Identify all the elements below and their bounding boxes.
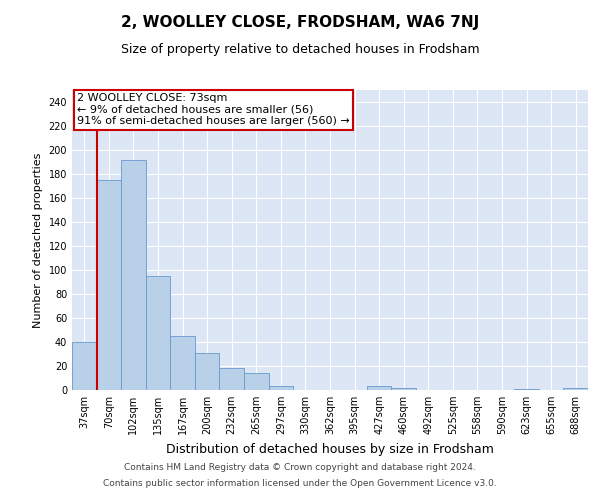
Text: Size of property relative to detached houses in Frodsham: Size of property relative to detached ho… bbox=[121, 42, 479, 56]
Bar bbox=[563, 388, 588, 390]
Bar bbox=[170, 336, 195, 390]
Bar bbox=[244, 373, 269, 390]
Text: 2, WOOLLEY CLOSE, FRODSHAM, WA6 7NJ: 2, WOOLLEY CLOSE, FRODSHAM, WA6 7NJ bbox=[121, 15, 479, 30]
Bar bbox=[514, 389, 539, 390]
Bar bbox=[220, 368, 244, 390]
Bar bbox=[97, 180, 121, 390]
Bar bbox=[367, 386, 391, 390]
Bar bbox=[269, 386, 293, 390]
Y-axis label: Number of detached properties: Number of detached properties bbox=[33, 152, 43, 328]
Bar bbox=[146, 276, 170, 390]
Bar bbox=[121, 160, 146, 390]
Bar bbox=[195, 353, 220, 390]
Text: Contains HM Land Registry data © Crown copyright and database right 2024.: Contains HM Land Registry data © Crown c… bbox=[124, 464, 476, 472]
Text: 2 WOOLLEY CLOSE: 73sqm
← 9% of detached houses are smaller (56)
91% of semi-deta: 2 WOOLLEY CLOSE: 73sqm ← 9% of detached … bbox=[77, 93, 350, 126]
Text: Contains public sector information licensed under the Open Government Licence v3: Contains public sector information licen… bbox=[103, 478, 497, 488]
Bar bbox=[72, 342, 97, 390]
Bar bbox=[391, 388, 416, 390]
X-axis label: Distribution of detached houses by size in Frodsham: Distribution of detached houses by size … bbox=[166, 442, 494, 456]
